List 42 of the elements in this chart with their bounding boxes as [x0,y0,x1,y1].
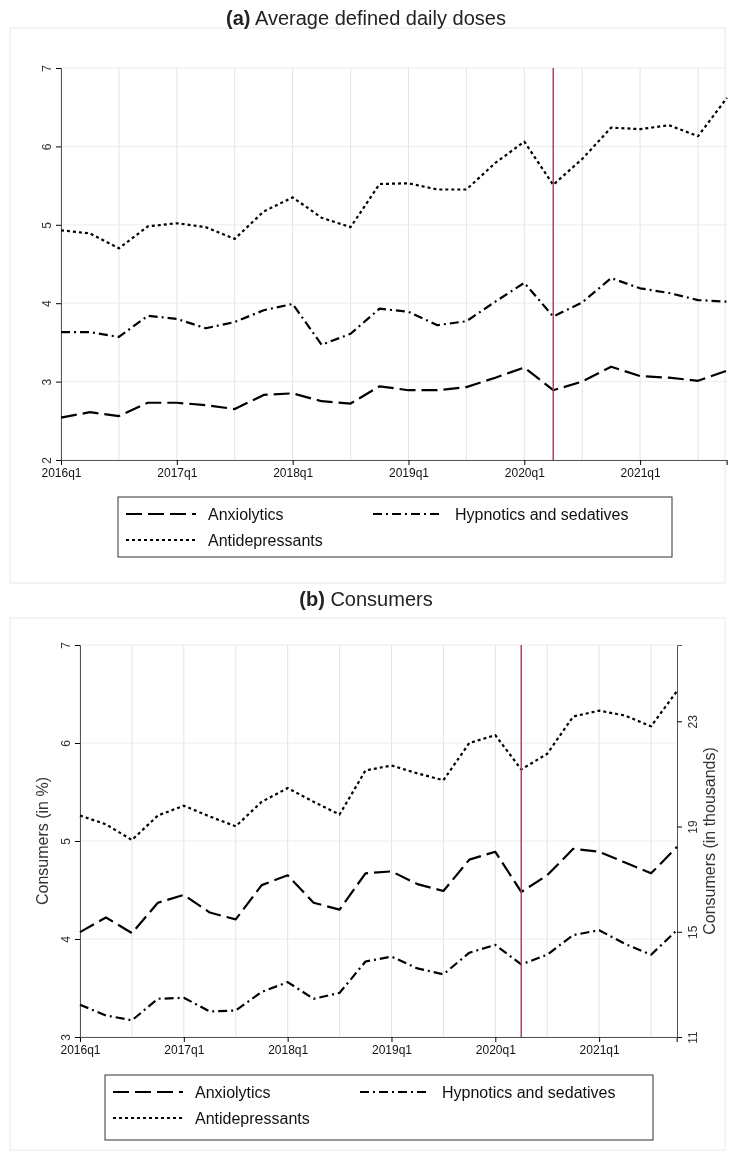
x-tick-label: 2016q1 [60,1042,101,1057]
x-tick-label: 2019q1 [388,465,430,480]
y-tick-label: 3 [59,1033,73,1041]
y-tick-label: 3 [40,378,54,386]
x-tick-label: 2018q1 [268,1042,309,1057]
y-tick-label: 5 [40,221,54,229]
legend-label: Antidepressants [195,1110,310,1127]
line-series [78,689,679,842]
line-series [78,845,679,935]
y2-tick-label: 19 [685,820,700,834]
y-tick-label: 2 [40,456,54,464]
x-tick-label: 2019q1 [371,1042,413,1057]
line-series [59,96,729,250]
y-tick-label: 6 [40,143,54,151]
y-tick-label: 4 [40,300,54,308]
y2-tick-label: 11 [685,1030,700,1044]
chart-title: (a) Average defined daily doses [226,7,506,29]
legend-label: Antidepressants [208,532,323,549]
y-tick-label: 5 [59,837,73,845]
y-tick-label: 7 [40,64,54,72]
y-tick-label: 4 [59,935,73,943]
x-tick-label: 2021q1 [620,465,661,480]
y2-axis-title: Consumers (in thousands) [701,747,718,935]
y-axis-title: Consumers (in %) [34,776,51,906]
line-series [59,365,729,419]
chart-title: (b) Consumers [299,588,433,610]
x-tick-label: 2021q1 [579,1042,620,1057]
x-tick-label: 2020q1 [475,1042,517,1057]
x-tick-label: 2020q1 [504,465,546,480]
legend-label: Anxiolytics [208,506,284,523]
legend-label: Hypnotics and sedatives [455,506,629,523]
legend-label: Hypnotics and sedatives [442,1084,616,1101]
y2-tick-label: 15 [685,925,700,939]
y2-tick-label: 23 [685,714,700,729]
legend-label: Anxiolytics [195,1084,271,1101]
x-tick-label: 2017q1 [164,1042,205,1057]
x-tick-label: 2017q1 [157,465,198,480]
line-series [59,277,729,346]
x-tick-label: 2018q1 [273,465,314,480]
y-tick-label: 7 [59,641,73,649]
x-tick-label: 2016q1 [41,465,82,480]
y-tick-label: 6 [59,739,73,747]
